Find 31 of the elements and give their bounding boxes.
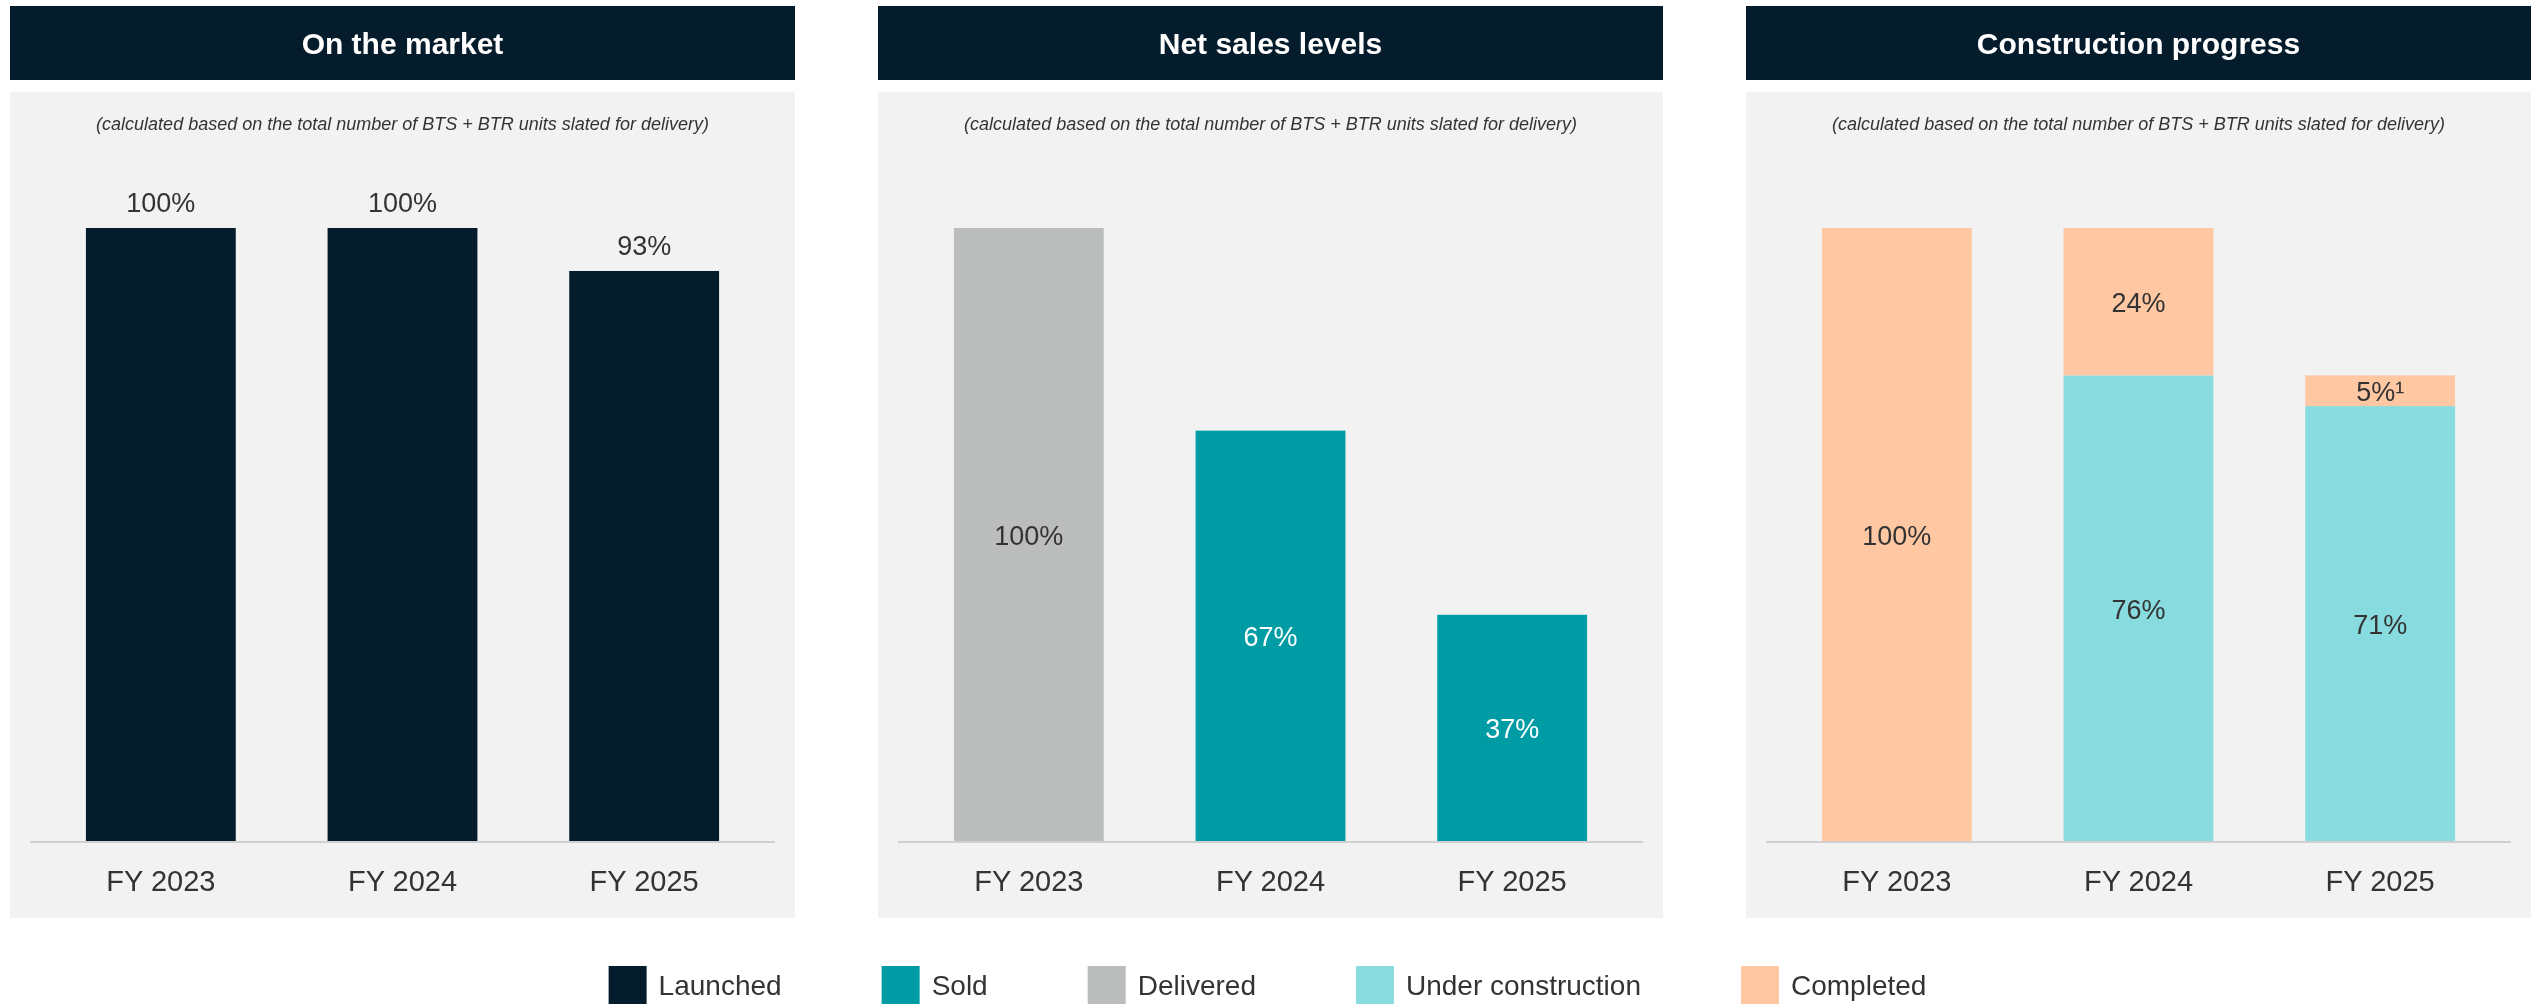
legend-label: Completed (1790, 970, 1927, 1001)
data-label: 100% (994, 521, 1064, 551)
x-tick-label: FY 2024 (1215, 864, 1326, 897)
data-label: 100% (1862, 521, 1932, 551)
data-label: 5%¹ (2356, 376, 2405, 407)
data-label: 100% (367, 188, 438, 218)
x-tick-label: FY 2025 (1457, 864, 1567, 897)
legend-label: Delivered (1137, 970, 1256, 1001)
x-tick-label: FY 2023 (1842, 864, 1952, 897)
legend-label: Launched (658, 970, 782, 1001)
x-tick-label: FY 2023 (974, 864, 1084, 897)
chart-title: Net sales levels (1158, 27, 1383, 60)
data-label: 76% (2111, 594, 2166, 625)
legend-label: Sold (931, 970, 988, 1001)
data-label: 67% (1243, 622, 1298, 653)
chart-title: Construction progress (1976, 27, 2301, 60)
x-tick-label: FY 2023 (106, 864, 216, 897)
data-label: 93% (617, 230, 672, 261)
data-label: 24% (2111, 287, 2166, 318)
data-label: 71% (2353, 610, 2408, 641)
chart-subtitle: (calculated based on the total number of BTS + BTR units slated for delivery) (96, 114, 709, 134)
legend-label: Under construction (1405, 970, 1641, 1001)
chart-subtitle: (calculated based on the total number of BTS + BTR units slated for delivery) (964, 114, 1577, 134)
x-tick-label: FY 2025 (589, 864, 699, 897)
x-tick-label: FY 2024 (347, 864, 458, 897)
chart-subtitle: (calculated based on the total number of BTS + BTR units slated for delivery) (1832, 114, 2445, 134)
data-label: 37% (1485, 714, 1540, 745)
data-label: 100% (126, 188, 196, 218)
x-tick-label: FY 2024 (2083, 864, 2194, 897)
x-tick-label: FY 2025 (2325, 864, 2435, 897)
chart-title: On the market (301, 27, 504, 60)
